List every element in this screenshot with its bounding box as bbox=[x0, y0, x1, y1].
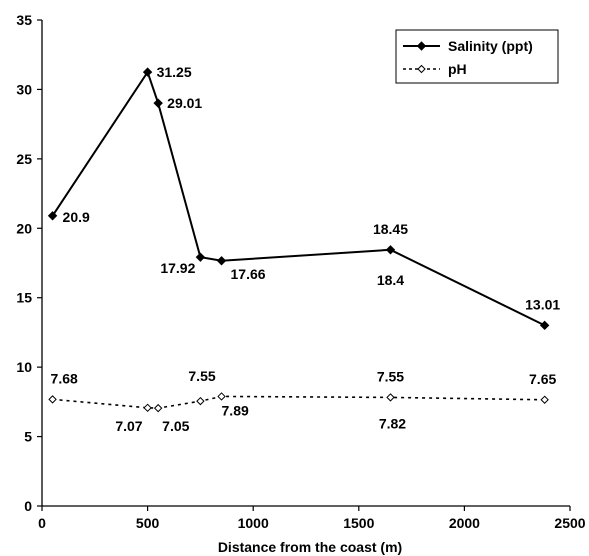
salinity-point-marker bbox=[47, 211, 58, 221]
legend-salinity-marker bbox=[416, 41, 427, 51]
salinity-point-marker bbox=[539, 320, 550, 331]
y-tick-label: 10 bbox=[16, 359, 32, 375]
x-tick-label: 1000 bbox=[238, 515, 269, 531]
legend-salinity-label: Salinity (ppt) bbox=[448, 38, 533, 54]
ph-point-marker bbox=[217, 392, 226, 401]
ph-point-marker bbox=[153, 403, 163, 413]
y-tick-label: 15 bbox=[16, 290, 32, 306]
ph-data-label: 7.82 bbox=[379, 415, 406, 431]
ph-point-marker bbox=[386, 393, 395, 402]
y-axis-ticks: 0 5 10 15 20 25 30 35 bbox=[16, 12, 42, 514]
ph-data-label: 7.55 bbox=[188, 368, 215, 384]
legend-ph-marker bbox=[417, 64, 426, 74]
legend: Salinity (ppt) pH bbox=[395, 29, 559, 84]
x-tick-label: 0 bbox=[38, 515, 46, 531]
ph-point-marker bbox=[48, 395, 57, 404]
salinity-data-label: 20.9 bbox=[63, 209, 90, 225]
series-layer bbox=[47, 67, 550, 413]
x-axis-title: Distance from the coast (m) bbox=[218, 539, 402, 555]
legend-box bbox=[395, 29, 559, 84]
y-tick-label: 5 bbox=[24, 429, 32, 445]
salinity-point-marker bbox=[153, 98, 163, 108]
y-tick-label: 35 bbox=[16, 12, 32, 28]
ph-data-label: 7.07 bbox=[115, 418, 142, 434]
x-tick-label: 2000 bbox=[449, 515, 480, 531]
extra-data-label: 18.4 bbox=[377, 272, 404, 288]
salinity-data-label: 18.45 bbox=[373, 221, 408, 237]
y-tick-label: 25 bbox=[16, 151, 32, 167]
ph-data-label: 7.68 bbox=[51, 370, 78, 386]
salinity-point-marker bbox=[216, 256, 227, 266]
ph-point-marker bbox=[540, 395, 549, 404]
salinity-data-label: 17.92 bbox=[160, 260, 195, 276]
x-axis-ticks: 0 500 1000 1500 2000 2500 bbox=[38, 506, 586, 531]
x-tick-label: 1500 bbox=[343, 515, 374, 531]
salinity-data-label: 29.01 bbox=[167, 95, 202, 111]
salinity-point-marker bbox=[142, 67, 153, 77]
salinity-point-marker bbox=[385, 245, 396, 255]
ph-data-label: 7.65 bbox=[529, 371, 556, 387]
y-tick-label: 0 bbox=[24, 498, 32, 514]
y-tick-label: 20 bbox=[16, 220, 32, 236]
extra-data-label: 7.55 bbox=[377, 368, 404, 384]
ph-data-label: 7.05 bbox=[162, 418, 189, 434]
salinity-point-marker bbox=[195, 252, 206, 262]
x-tick-label: 500 bbox=[136, 515, 160, 531]
salinity-data-label: 31.25 bbox=[157, 64, 192, 80]
ph-series-line bbox=[52, 395, 545, 409]
legend-ph-label: pH bbox=[448, 61, 467, 77]
ph-data-label: 7.89 bbox=[222, 402, 249, 418]
salinity-data-label: 17.66 bbox=[231, 266, 266, 282]
y-tick-label: 30 bbox=[16, 81, 32, 97]
ph-point-marker bbox=[143, 403, 152, 413]
salinity-series-line bbox=[51, 69, 546, 327]
salinity-data-label: 13.01 bbox=[525, 296, 560, 312]
plot-area bbox=[41, 20, 570, 507]
ph-point-marker bbox=[196, 396, 205, 406]
x-tick-label: 2500 bbox=[554, 515, 585, 531]
data-labels: 20.9 31.25 29.01 17.92 17.66 18.45 13.01 7.68 7.… bbox=[51, 64, 561, 434]
